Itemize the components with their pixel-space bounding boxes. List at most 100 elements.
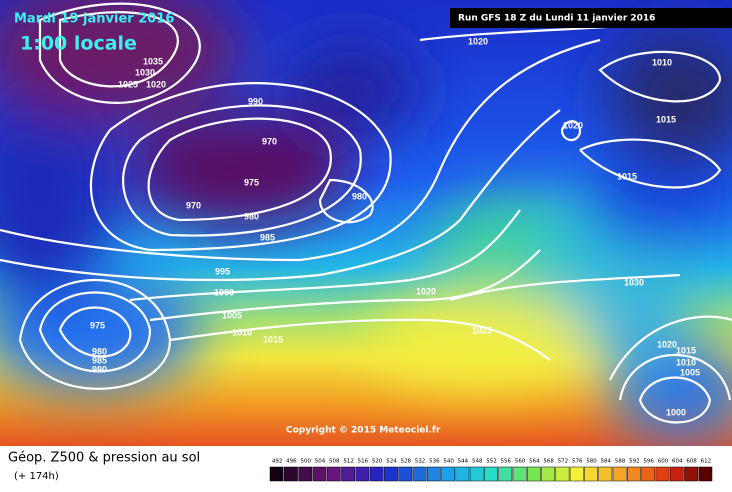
isobar-label: 1020 [468,36,488,46]
scale-swatch [655,466,670,482]
scale-label: 596 [643,459,654,465]
scale-label: 540 [443,459,454,465]
isobar-label: 985 [92,355,107,365]
scale-label: 608 [686,459,697,465]
scale-swatch [426,466,441,482]
scale-swatch [341,466,355,482]
isobar-label: 1030 [624,277,644,287]
isobar-label: 1015 [656,114,676,124]
scale-swatch [412,466,427,482]
scale-swatch [584,466,598,482]
scale-swatch [612,466,627,482]
scale-label: 584 [601,459,612,465]
isobar-label: 1020 [146,79,166,89]
scale-swatch [641,466,656,482]
date: Mardi 19 janvier 2016 [14,12,174,27]
isobar-label: 1020 [657,339,677,349]
scale-swatch [669,466,684,482]
scale-label: 548 [472,459,483,465]
isobar-label: 1015 [676,345,696,355]
scale-label: 592 [629,459,640,465]
isobar-label: 1025 [118,79,138,89]
scale-label: 528 [401,459,412,465]
scale-label: 524 [386,459,397,465]
scale-label: 580 [586,459,597,465]
scale-swatch [269,466,284,482]
isobar-label: 1010 [676,357,696,367]
isobar-label: 1020 [416,286,436,296]
legend-title: Géop. Z500 & pression au sol [8,451,200,466]
scale-label: 508 [329,459,340,465]
isobar-label: 990 [92,364,107,374]
isobar-label: 1005 [222,310,242,320]
isobar-label: 1010 [232,327,252,337]
scale-label: 572 [558,459,569,465]
scale-swatch [469,466,484,482]
isobar-label: 980 [92,346,107,356]
isobar-label: 1005 [680,367,700,377]
scale-swatch [312,466,327,482]
run-box [450,8,732,28]
scale-label: 512 [343,459,354,465]
scale-swatch [398,466,413,482]
isobar-label: 1015 [263,334,283,344]
isobar-label: 1000 [214,287,234,297]
isobar-label: 980 [244,211,259,221]
isobars [0,2,732,424]
scale-swatch [369,466,384,482]
scale-label: 552 [486,459,497,465]
isobar-label: 970 [262,136,277,146]
isobar-label: 1015 [617,171,637,181]
legend-lead: (+ 174h) [14,471,59,482]
scale-label: 500 [300,459,311,465]
scale-swatch [455,466,470,482]
copyright: Copyright © 2015 Meteociel.fr [286,426,441,436]
scale-swatch [598,466,613,482]
scale-swatch [512,466,527,482]
scale-swatch [498,466,513,482]
isobar-label: 1030 [135,67,155,77]
map-field [0,0,732,446]
scale-swatch [298,466,313,482]
scale-swatch [284,466,298,482]
scale-swatch [555,466,570,482]
scale-swatch [484,466,498,482]
scale-label: 568 [543,459,554,465]
isobar-label: 995 [215,266,230,276]
scale-swatch [441,466,456,482]
scale-label: 536 [429,459,440,465]
scale-swatch [355,466,370,482]
scale-label: 612 [701,459,712,465]
scale-swatch [384,466,398,482]
scale-swatch [627,466,641,482]
isobar-label: 985 [260,232,275,242]
isobar-label: 980 [352,191,367,201]
scale-label: 588 [615,459,626,465]
color-scale: 492 496 500 504 508 512 516 520 524 528 532 536 540 5… [269,459,713,482]
scale-label: 516 [358,459,369,465]
scale-label: 560 [515,459,526,465]
scale-label: 556 [501,459,512,465]
isobar-label: 1025 [472,325,492,335]
isobar-label: 1035 [143,56,163,66]
scale-label: 544 [458,459,469,465]
scale-label: 576 [572,459,583,465]
scale-label: 564 [529,459,540,465]
scale-label: 496 [286,459,297,465]
scale-swatch [326,466,341,482]
scale-label: 520 [372,459,383,465]
scale-swatch [698,466,713,482]
scale-label: 604 [672,459,683,465]
scale-swatch [684,466,698,482]
isobar-label: 975 [90,320,105,330]
scale-label: 504 [315,459,326,465]
scale-swatch [526,466,541,482]
scale-label: 532 [415,459,426,465]
scale-swatch [541,466,556,482]
scale-swatch [569,466,584,482]
scale-label: 600 [658,459,669,465]
isobar-label: 970 [186,200,201,210]
isobar-label: 975 [244,177,259,187]
